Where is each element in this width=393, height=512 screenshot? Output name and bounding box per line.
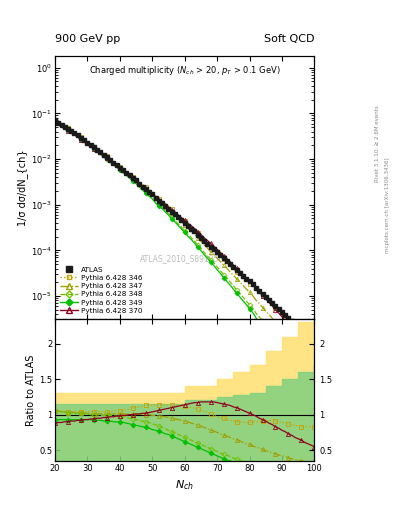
Y-axis label: 1/σ dσ/dN_{ch}: 1/σ dσ/dN_{ch}: [17, 150, 28, 226]
X-axis label: $N_{ch}$: $N_{ch}$: [175, 478, 194, 492]
Text: ATLAS_2010_S8918562: ATLAS_2010_S8918562: [140, 254, 229, 263]
Text: Charged multiplicity ($N_{ch}$ > 20, $p_T$ > 0.1 GeV): Charged multiplicity ($N_{ch}$ > 20, $p_…: [89, 64, 281, 77]
Y-axis label: Ratio to ATLAS: Ratio to ATLAS: [26, 354, 36, 425]
Text: 900 GeV pp: 900 GeV pp: [55, 33, 120, 44]
Legend: ATLAS, Pythia 6.428 346, Pythia 6.428 347, Pythia 6.428 348, Pythia 6.428 349, P: ATLAS, Pythia 6.428 346, Pythia 6.428 34…: [59, 265, 144, 315]
Text: mcplots.cern.ch [arXiv:1306.3436]: mcplots.cern.ch [arXiv:1306.3436]: [385, 157, 389, 252]
Text: Rivet 3.1.10, ≥ 2.6M events: Rivet 3.1.10, ≥ 2.6M events: [375, 105, 380, 182]
Text: Soft QCD: Soft QCD: [264, 33, 314, 44]
